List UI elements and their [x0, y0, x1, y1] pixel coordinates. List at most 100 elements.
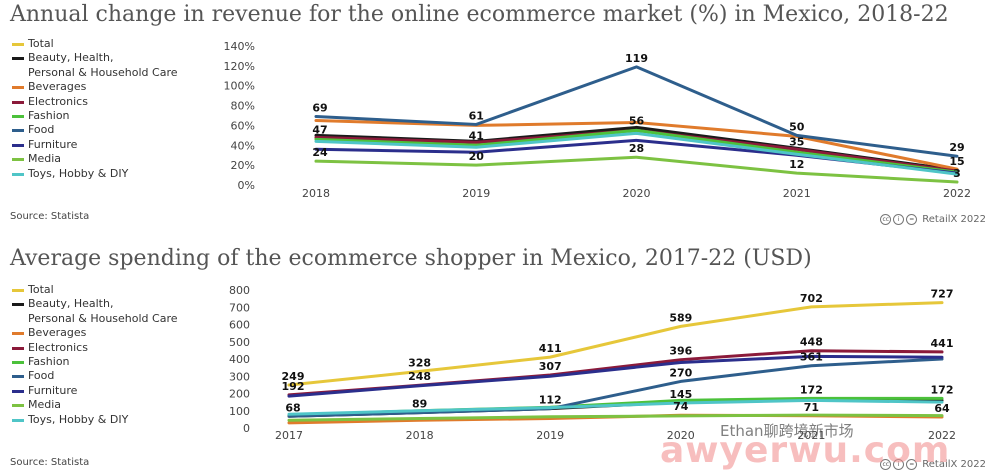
chart-1-credit: cc i = RetailX 2022 — [880, 214, 986, 225]
data-label: 249 — [282, 370, 305, 383]
y-tick-label: 100% — [224, 80, 255, 93]
legend-swatch — [12, 143, 24, 147]
chart-2-plot: 0 100 200 300 400 500 600 700 800 2017 2018 2019 202… — [229, 284, 956, 442]
y-tick-label: 60% — [231, 119, 255, 132]
data-label: 74 — [673, 400, 689, 413]
legend-swatch — [12, 57, 24, 61]
y-tick-label: 600 — [229, 319, 250, 332]
series-line — [314, 131, 959, 176]
x-tick-label: 2018 — [406, 429, 434, 442]
data-label: 71 — [804, 401, 819, 414]
series-line — [287, 354, 944, 398]
watermark-subtitle: Ethan聊跨境新市场 — [720, 422, 854, 440]
chart-1-plot: 0%20%40%60%80%100%120%140%2018 2019 2020 20… — [224, 40, 971, 200]
data-label: 328 — [408, 356, 431, 369]
by-license-icon: i — [893, 459, 905, 470]
series-line — [287, 413, 944, 422]
data-label: 307 — [539, 360, 562, 373]
y-tick-label: 0% — [238, 179, 255, 192]
data-label: 702 — [800, 292, 823, 305]
chart-2-legend: Total Beauty, Health, Personal & Househol… — [12, 283, 178, 427]
data-label: 20 — [469, 150, 485, 163]
x-tick-label: 2018 — [302, 187, 330, 200]
data-label: 112 — [539, 394, 562, 407]
data-label: 68 — [285, 401, 300, 414]
data-label: 448 — [800, 336, 823, 349]
legend-label: Beauty, Health, Personal & Household Car… — [28, 297, 178, 325]
legend-item: Fashion — [12, 109, 178, 123]
legend-label: Furniture — [28, 137, 78, 151]
data-label: 270 — [669, 366, 692, 379]
legend-item: Beverages — [12, 326, 178, 340]
x-tick-label: 2019 — [462, 187, 490, 200]
legend-swatch — [12, 100, 24, 104]
cc-license-icon: cc — [880, 214, 892, 225]
legend-label: Beverages — [28, 80, 87, 94]
legend-label: Fashion — [28, 109, 70, 123]
series-line — [287, 398, 944, 416]
legend-item: Furniture — [12, 138, 178, 152]
data-label: 411 — [539, 342, 562, 355]
y-tick-label: 20% — [231, 159, 255, 172]
data-label: 47 — [312, 123, 327, 136]
data-label: 15 — [949, 155, 964, 168]
legend-item: Food — [12, 369, 178, 383]
data-label: 119 — [625, 52, 648, 65]
data-label: 41 — [469, 129, 484, 142]
legend-swatch — [12, 158, 24, 162]
y-tick-label: 200 — [229, 388, 250, 401]
series-line — [314, 128, 959, 174]
x-tick-label: 2020 — [623, 187, 651, 200]
watermark-logo: awyerwu.com — [660, 430, 951, 471]
series-line — [287, 357, 944, 418]
legend-item: Toys, Hobby & DIY — [12, 413, 178, 427]
legend-label: Toys, Hobby & DIY — [28, 166, 129, 180]
legend-swatch — [12, 332, 24, 336]
chart-1-title: Annual change in revenue for the online … — [10, 2, 949, 27]
data-label: 248 — [408, 370, 431, 383]
legend-swatch — [12, 172, 24, 176]
data-label: 3 — [953, 167, 961, 180]
legend-label: Toys, Hobby & DIY — [28, 412, 129, 426]
nd-license-icon: = — [906, 214, 918, 225]
legend-label: Beverages — [28, 326, 87, 340]
x-tick-label: 2021 — [797, 429, 825, 442]
legend-item: Total — [12, 283, 178, 297]
legend-label: Food — [28, 123, 55, 137]
legend-item: Fashion — [12, 355, 178, 369]
cc-license-icon: cc — [880, 459, 892, 470]
legend-item: Electronics — [12, 95, 178, 109]
data-label: 89 — [412, 398, 427, 411]
data-label: 61 — [469, 109, 484, 122]
legend-swatch — [12, 404, 24, 408]
chart-2-credit: cc i = RetailX 2022 — [880, 459, 986, 470]
legend-label: Media — [28, 398, 62, 412]
series-line — [287, 301, 944, 387]
chart-1-source: Source: Statista — [10, 211, 90, 222]
chart-2-title: Average spending of the ecommerce shoppe… — [10, 246, 812, 271]
data-label: 28 — [629, 142, 644, 155]
legend-item: Electronics — [12, 341, 178, 355]
data-label: 441 — [931, 337, 954, 350]
nd-license-icon: = — [906, 459, 918, 470]
legend-label: Electronics — [28, 94, 88, 108]
data-label: 172 — [931, 383, 954, 396]
series-line — [314, 155, 959, 184]
data-label: 727 — [931, 288, 954, 301]
legend-swatch — [12, 389, 24, 393]
legend-item: Toys, Hobby & DIY — [12, 167, 178, 181]
y-tick-label: 400 — [229, 353, 250, 366]
legend-item: Furniture — [12, 384, 178, 398]
data-label: 64 — [934, 402, 950, 415]
data-label: 29 — [949, 141, 964, 154]
y-tick-label: 120% — [224, 60, 255, 73]
legend-swatch — [12, 86, 24, 90]
y-tick-label: 0 — [243, 422, 250, 435]
y-tick-label: 500 — [229, 336, 250, 349]
legend-item: Beauty, Health, Personal & Household Car… — [12, 297, 178, 326]
data-label: 69 — [312, 101, 327, 114]
chart-2-source: Source: Statista — [10, 457, 90, 468]
legend-label: Fashion — [28, 355, 70, 369]
legend-swatch — [12, 303, 24, 307]
